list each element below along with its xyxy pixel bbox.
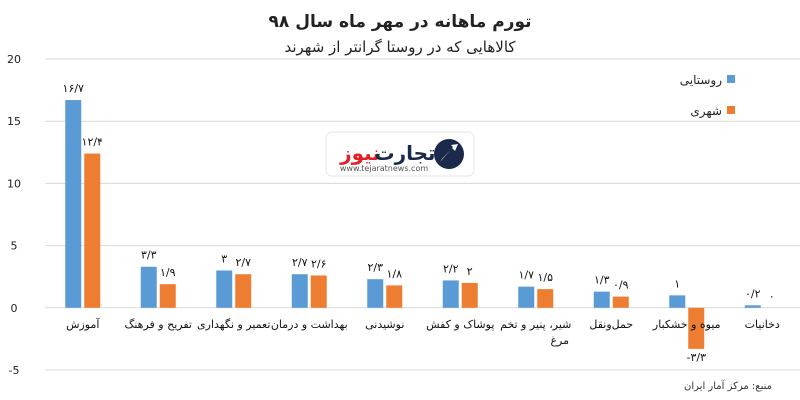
- category-label: میوه و خشکبار: [652, 318, 721, 331]
- category-label: پوشاک و کفش: [426, 318, 494, 331]
- chart-title: تورم ماهانه در مهر ماه سال ۹۸: [269, 12, 532, 32]
- bar-urban: [84, 153, 101, 308]
- legend-swatch-urban: [727, 106, 735, 114]
- tejaratnews-logo: نیوز تجارت www.tejaratnews.com: [325, 131, 475, 177]
- legend: روستایی شهری: [680, 73, 735, 119]
- data-label-rural: ۲/۳: [367, 261, 383, 274]
- data-label-rural: ۱۶/۷: [63, 82, 85, 95]
- data-label-urban: ۱۲/۴: [82, 136, 104, 149]
- data-label-rural: ۳: [221, 252, 227, 265]
- bar-rural: [367, 279, 384, 308]
- data-label-rural: ۱/۷: [518, 269, 534, 282]
- legend-swatch-rural: [727, 75, 735, 83]
- bars: [65, 100, 761, 349]
- logo-name-part1: تجارت: [374, 141, 435, 165]
- bar-urban: [386, 285, 403, 308]
- bar-urban: [461, 282, 478, 308]
- data-label-urban: ۰/۹: [613, 279, 629, 292]
- data-label-rural: ۰/۲: [745, 287, 761, 300]
- y-tick-label: -5: [9, 364, 20, 377]
- bar-urban: [159, 284, 176, 308]
- logo-emblem-icon: [434, 139, 464, 169]
- logo-arrow-icon: [440, 144, 458, 162]
- y-tick-label: 5: [11, 240, 18, 253]
- data-label-rural: ۳/۳: [141, 249, 157, 262]
- legend-label-rural: روستایی: [680, 73, 722, 88]
- bar-rural: [669, 295, 686, 308]
- data-labels: ۱۶/۷۱۲/۴۳/۳۱/۹۳ ۲/۷ ۲/۷ ۲/۶ ۲/۳ ۱/۸ ۲/۲ ۲ ۱/۷ ۱/۵…: [63, 82, 775, 364]
- bar-rural: [216, 270, 233, 308]
- data-label-urban: ۰: [769, 290, 775, 303]
- bar-rural: [65, 100, 82, 308]
- bar-rural: [518, 286, 535, 308]
- logo-name-part2: نیوز: [339, 141, 380, 165]
- category-label: آموزش: [66, 317, 100, 331]
- legend-label-urban: شهری: [690, 104, 722, 119]
- chart-subtitle: کالاهایی که در روستا گرانتر از شهرند: [284, 38, 516, 56]
- bar-urban: [537, 289, 554, 308]
- bar-urban: [310, 275, 327, 308]
- bar-urban: [612, 296, 629, 308]
- data-label-urban: ۱/۵: [537, 271, 553, 284]
- bar-rural: [744, 305, 761, 308]
- category-label: تعمیر و نگهداری: [197, 318, 270, 331]
- category-label: دخانیات: [745, 318, 780, 331]
- source-note: منبع: مرکز آمار ایران: [684, 379, 772, 392]
- category-label: حمل‌ونقل: [589, 318, 633, 331]
- data-label-urban: -۳/۳: [687, 351, 707, 364]
- data-label-urban: ۲: [467, 265, 473, 278]
- y-axis-ticks: 20 15 10 5 0 -5: [7, 53, 21, 377]
- category-labels: آموزش تفریح و فرهنگ تعمیر و نگهداری بهداشت …: [66, 317, 780, 347]
- data-label-urban: ۱/۸: [386, 267, 402, 280]
- category-label: نوشیدنی: [365, 318, 404, 331]
- bar-rural: [140, 266, 157, 308]
- logo-url: www.tejaratnews.com: [340, 164, 428, 173]
- data-label-rural: ۱: [674, 277, 680, 290]
- bar-rural: [593, 291, 610, 308]
- y-tick-label: 10: [7, 177, 21, 190]
- bar-urban: [235, 274, 252, 308]
- data-label-rural: ۱/۳: [594, 274, 610, 287]
- category-label: بهداشت و درمان: [271, 318, 348, 331]
- y-tick-label: 20: [7, 53, 21, 66]
- logo-background: [325, 131, 475, 177]
- data-label-rural: ۲/۲: [443, 262, 459, 275]
- bar-rural: [442, 280, 459, 308]
- data-label-urban: ۲/۷: [235, 256, 251, 269]
- y-tick-label: 15: [7, 115, 21, 128]
- category-label: تفریح و فرهنگ: [125, 318, 192, 331]
- bar-urban: [688, 307, 705, 349]
- data-label-rural: ۲/۷: [292, 256, 308, 269]
- y-tick-label: 0: [11, 302, 18, 315]
- data-label-urban: ۲/۶: [311, 257, 327, 270]
- category-label: شیر، پنیر و تخم مرغ: [500, 318, 571, 347]
- data-label-urban: ۱/۹: [160, 266, 176, 279]
- bar-rural: [291, 274, 308, 308]
